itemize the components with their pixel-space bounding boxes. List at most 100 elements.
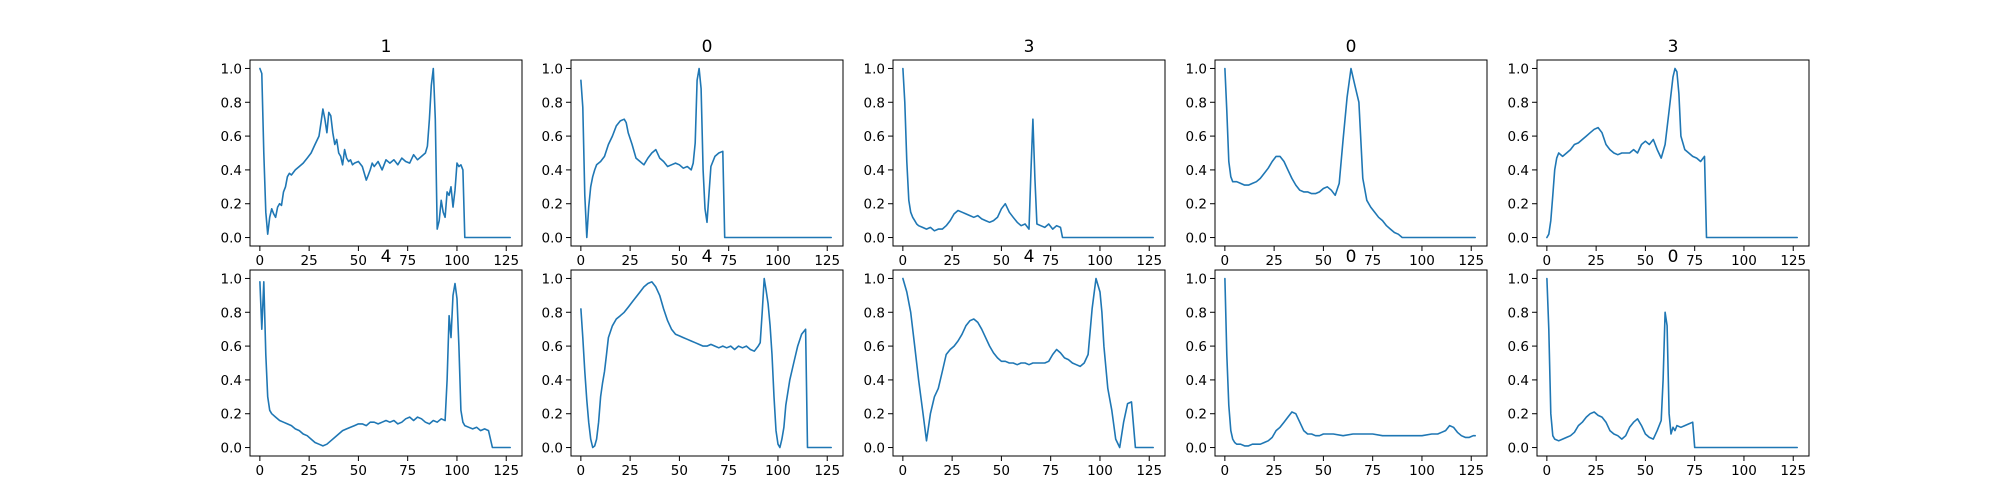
x-tick-label: 75	[399, 463, 416, 479]
y-tick-label: 0.8	[221, 305, 242, 321]
series-line	[259, 280, 512, 449]
series-line	[580, 67, 833, 239]
y-tick-label: 1.0	[221, 271, 242, 287]
axes-frame	[1214, 269, 1488, 457]
subplot-title: 0	[1668, 247, 1679, 267]
axes-frame	[1536, 269, 1810, 457]
x-tick-label: 75	[1042, 463, 1059, 479]
series-line	[259, 67, 512, 239]
y-tick-label: 0.6	[221, 339, 242, 355]
x-tick-label: 100	[1731, 463, 1757, 479]
x-tick-label: 100	[1087, 463, 1113, 479]
x-tick-label: 0	[577, 463, 586, 479]
subplot-4: 0 0 25 50 75 100 125 0.0 0.2 0.4 0.6 0.8 1.0	[1186, 37, 1488, 269]
x-tick-label: 25	[301, 463, 318, 479]
subplot-title: 3	[1024, 37, 1035, 57]
x-tick-label: 100	[444, 463, 470, 479]
y-tick-label: 0.0	[221, 441, 242, 457]
y-tick-label: 0.8	[1508, 95, 1529, 111]
subplot-3: 3 0 25 50 75 100 125 0.0 0.2 0.4 0.6 0.8 1.0	[864, 37, 1166, 269]
y-tick-label: 0.4	[221, 163, 242, 179]
series-line	[902, 67, 1154, 239]
x-tick-label: 0	[1221, 463, 1230, 479]
y-tick-label: 0.4	[221, 373, 242, 389]
y-tick-label: 0.4	[864, 163, 885, 179]
series-line	[1224, 277, 1476, 447]
x-tick-label: 125	[1780, 463, 1806, 479]
x-tick-label: 100	[765, 463, 791, 479]
x-tick-label: 75	[1686, 463, 1703, 479]
y-tick-label: 1.0	[864, 271, 885, 287]
y-tick-label: 0.6	[221, 129, 242, 145]
x-tick-label: 125	[493, 253, 519, 269]
x-tick-label: 50	[1315, 463, 1332, 479]
subplot-10: 0 0 25 50 75 100 125 0.0 0.2 0.4 0.6 0.8 1.0	[1508, 247, 1810, 479]
y-tick-label: 0.4	[542, 163, 563, 179]
y-tick-label: 0.4	[1186, 163, 1207, 179]
y-tick-label: 0.8	[1186, 305, 1207, 321]
axes-frame	[1214, 59, 1488, 247]
y-tick-label: 1.0	[542, 61, 563, 77]
y-tick-label: 0.6	[864, 339, 885, 355]
x-tick-label: 50	[1315, 253, 1332, 269]
x-tick-label: 125	[1780, 253, 1806, 269]
y-tick-label: 0.0	[1186, 231, 1207, 247]
axes-frame	[892, 269, 1166, 457]
y-tick-label: 0.4	[1186, 373, 1207, 389]
subplot-title: 0	[1346, 247, 1357, 267]
y-tick-label: 0.6	[864, 129, 885, 145]
x-tick-label: 125	[814, 253, 840, 269]
axes-frame	[570, 269, 844, 457]
x-tick-label: 75	[1364, 463, 1381, 479]
x-tick-label: 25	[944, 463, 961, 479]
y-tick-label: 0.2	[1186, 197, 1207, 213]
x-tick-label: 25	[622, 253, 639, 269]
subplot-title: 0	[702, 37, 713, 57]
y-tick-label: 0.8	[221, 95, 242, 111]
subplot-title: 1	[381, 37, 392, 57]
series-line	[902, 277, 1154, 449]
x-tick-label: 25	[1266, 463, 1283, 479]
x-tick-label: 0	[899, 463, 908, 479]
subplot-title: 4	[381, 247, 392, 267]
axes-frame	[892, 59, 1166, 247]
y-tick-label: 1.0	[1508, 61, 1529, 77]
x-tick-label: 75	[720, 463, 737, 479]
series-line	[1224, 67, 1476, 239]
x-tick-label: 0	[1543, 463, 1552, 479]
x-tick-label: 50	[1637, 463, 1654, 479]
x-tick-label: 125	[1136, 253, 1162, 269]
x-tick-label: 50	[993, 463, 1010, 479]
x-tick-label: 0	[256, 253, 265, 269]
y-tick-label: 0.2	[864, 407, 885, 423]
x-tick-label: 125	[493, 463, 519, 479]
subplot-title: 4	[702, 247, 713, 267]
x-tick-label: 75	[1364, 253, 1381, 269]
x-tick-label: 0	[899, 253, 908, 269]
x-tick-label: 25	[944, 253, 961, 269]
axes-frame	[1536, 59, 1810, 247]
y-tick-label: 0.8	[864, 95, 885, 111]
axes-frame	[570, 59, 844, 247]
y-tick-label: 0.2	[864, 197, 885, 213]
subplot-title: 4	[1024, 247, 1035, 267]
y-tick-label: 0.4	[1508, 373, 1529, 389]
series-line	[580, 277, 833, 449]
y-tick-label: 0.4	[542, 373, 563, 389]
y-tick-label: 1.0	[1186, 61, 1207, 77]
x-tick-label: 125	[814, 463, 840, 479]
x-tick-label: 50	[1637, 253, 1654, 269]
y-tick-label: 0.2	[221, 407, 242, 423]
x-tick-label: 50	[350, 253, 367, 269]
x-tick-label: 75	[399, 253, 416, 269]
y-tick-label: 1.0	[1186, 271, 1207, 287]
axes-frame	[249, 59, 523, 247]
y-tick-label: 0.2	[1186, 407, 1207, 423]
y-tick-label: 0.8	[542, 95, 563, 111]
series-line	[1546, 277, 1798, 449]
y-tick-label: 0.6	[1508, 129, 1529, 145]
x-tick-label: 125	[1458, 463, 1484, 479]
subplot-1: 1 0 25 50 75 100 125 0.0 0.2 0.4 0.6 0.8 1.0	[221, 37, 523, 269]
x-tick-label: 75	[1042, 253, 1059, 269]
y-tick-label: 0.0	[1186, 441, 1207, 457]
